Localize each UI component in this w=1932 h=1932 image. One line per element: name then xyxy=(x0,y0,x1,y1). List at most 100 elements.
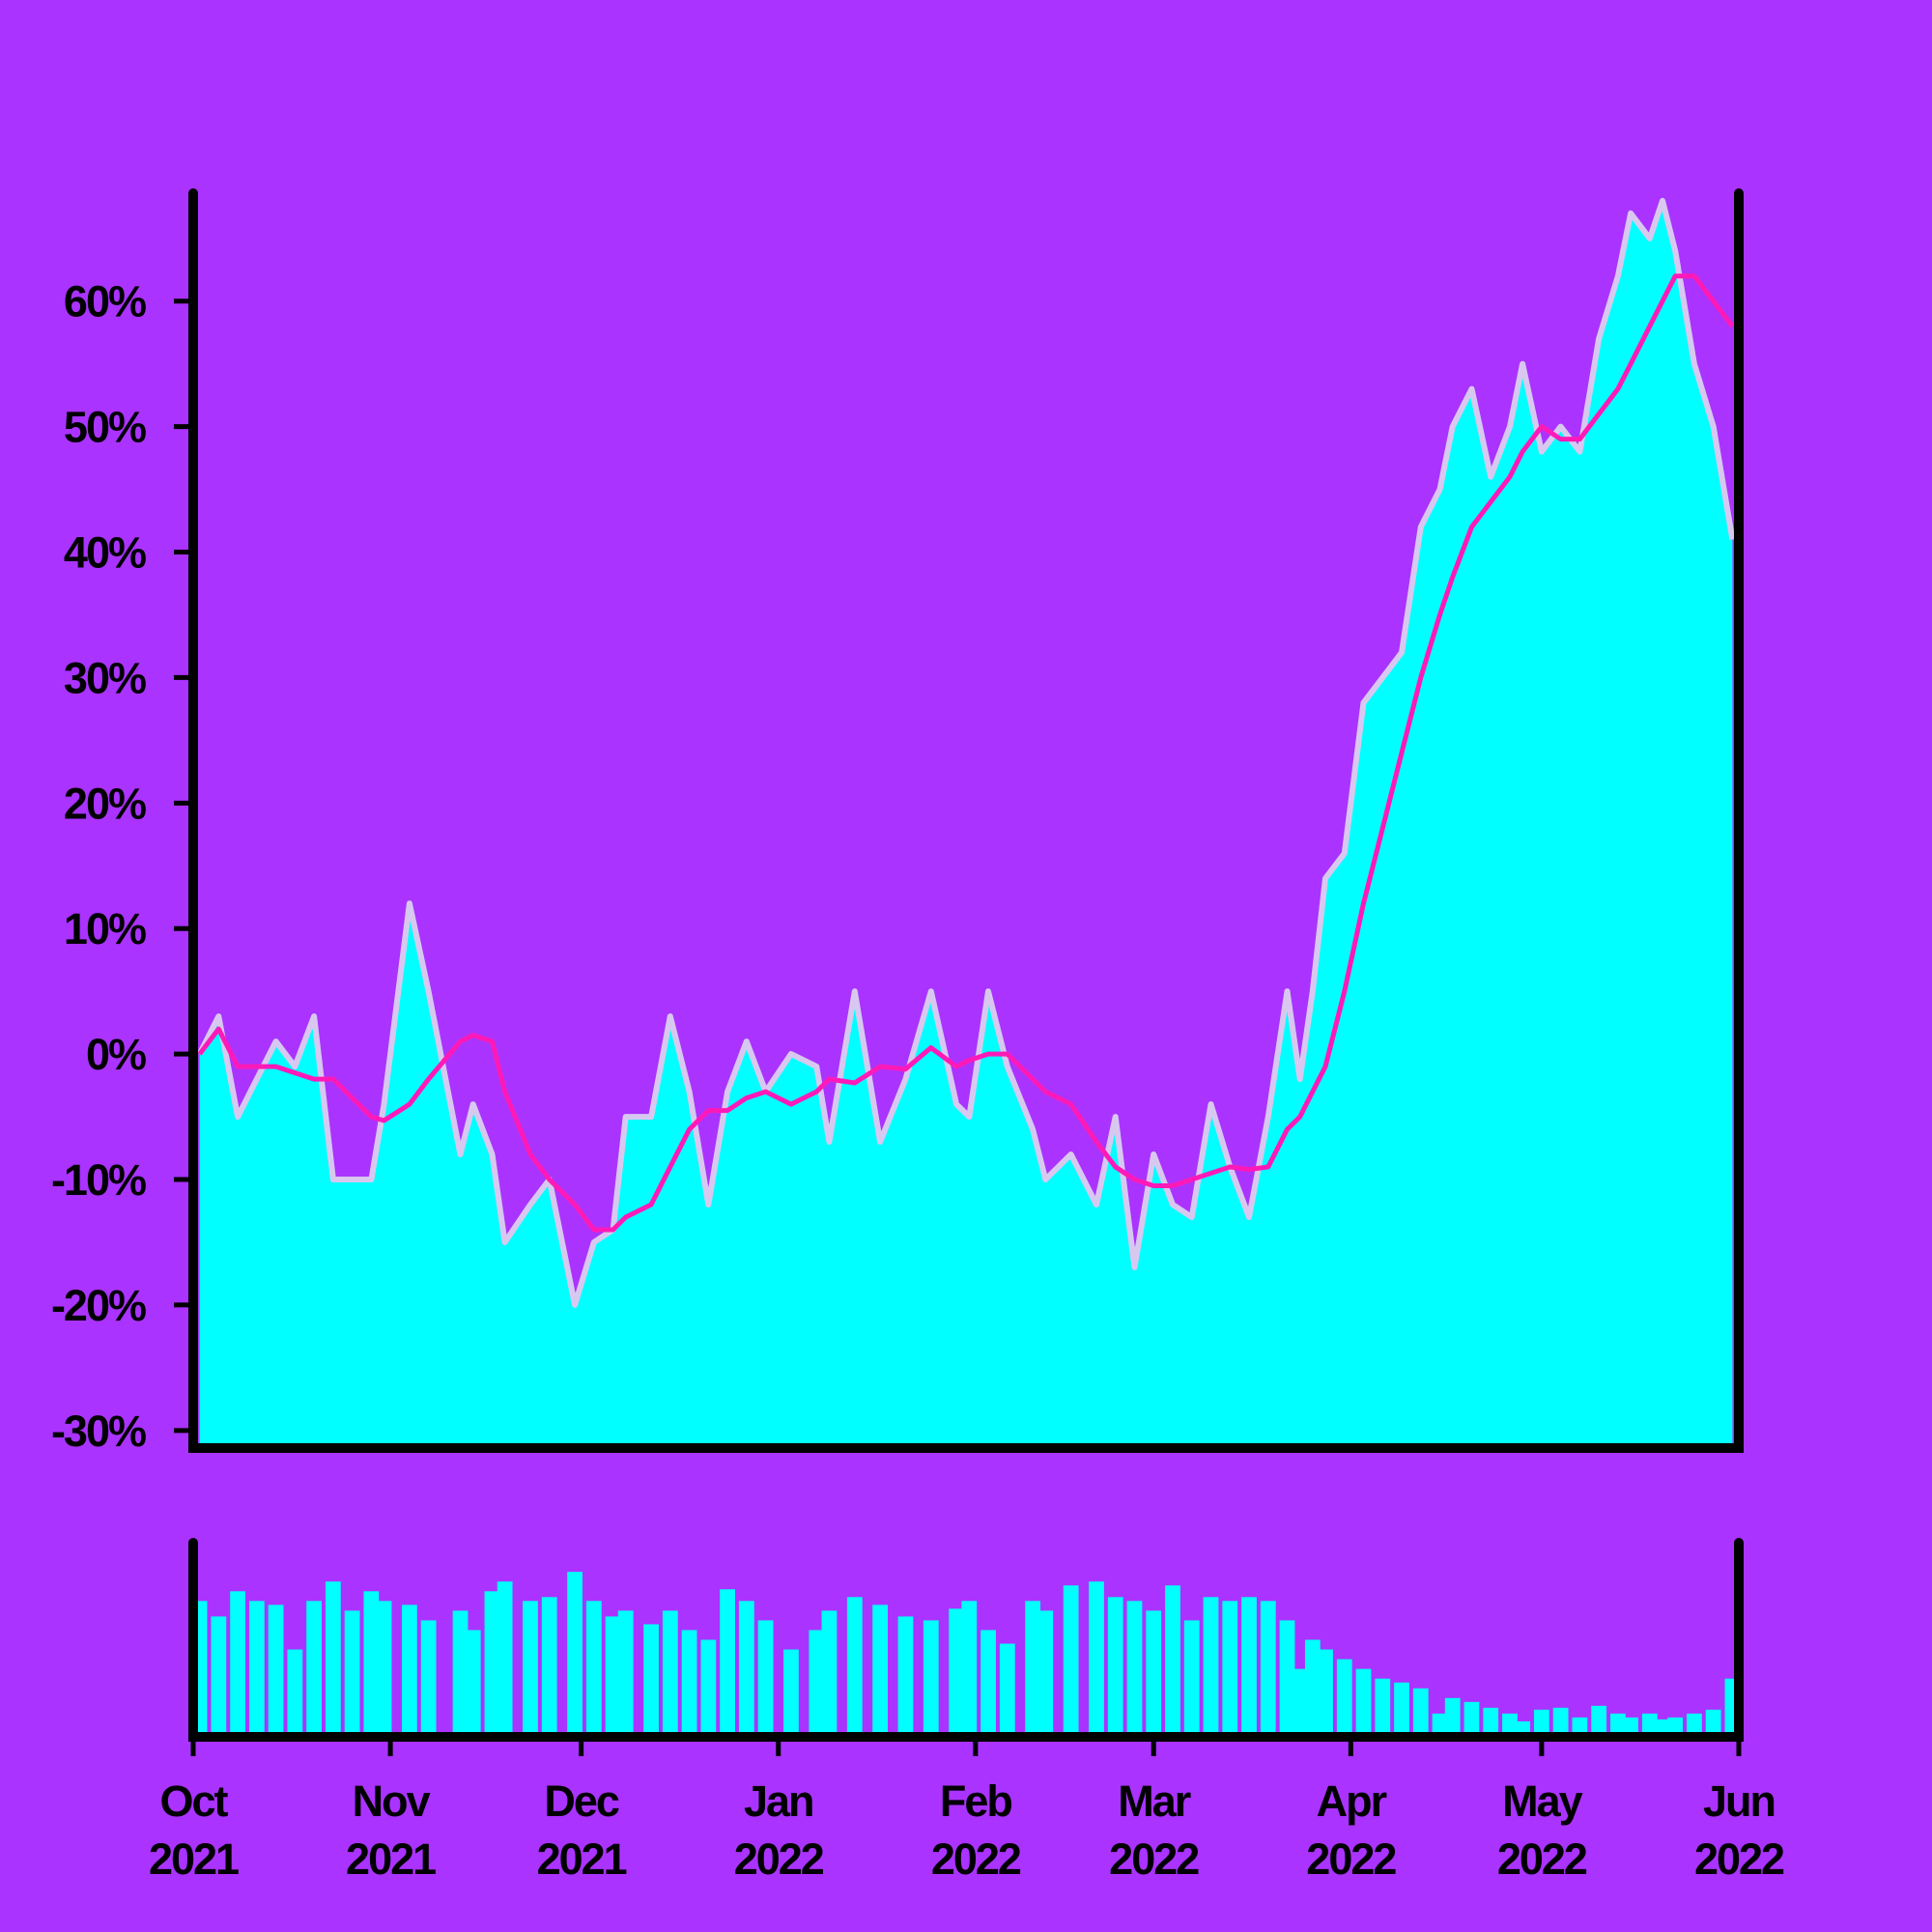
bar xyxy=(325,1581,341,1737)
bar xyxy=(1687,1713,1702,1737)
bar xyxy=(1304,1639,1321,1737)
bar xyxy=(567,1572,582,1737)
bar xyxy=(1432,1713,1448,1737)
bar xyxy=(821,1610,838,1737)
x-tick-label: Mar 2022 xyxy=(1109,1776,1199,1884)
x-tick-label-line: 2022 xyxy=(1306,1834,1396,1884)
bar xyxy=(1183,1620,1200,1737)
y-tick-label: -20% xyxy=(51,1281,146,1330)
bar xyxy=(1107,1597,1123,1737)
bar xyxy=(1705,1709,1721,1737)
x-tick-label-line: 2022 xyxy=(931,1834,1021,1884)
bar xyxy=(1089,1581,1104,1737)
bar xyxy=(1222,1601,1238,1737)
bar xyxy=(1412,1688,1429,1737)
x-tick-label: Feb 2022 xyxy=(931,1776,1021,1884)
y-tick-label: 30% xyxy=(64,653,146,702)
bar xyxy=(344,1610,360,1737)
bar xyxy=(1533,1709,1549,1737)
bar xyxy=(617,1610,634,1737)
x-tick-label: Jan 2022 xyxy=(734,1776,824,1884)
bar xyxy=(363,1591,380,1737)
area xyxy=(199,200,1733,1448)
bar xyxy=(484,1591,500,1737)
bar xyxy=(949,1608,965,1737)
bar xyxy=(738,1601,754,1737)
bar xyxy=(605,1616,621,1737)
x-tick-label: Nov 2021 xyxy=(346,1776,436,1884)
bar xyxy=(287,1649,303,1737)
bar xyxy=(999,1643,1015,1737)
bar xyxy=(1667,1717,1684,1737)
area-edge xyxy=(196,197,1736,1308)
bar xyxy=(1609,1713,1626,1737)
bar xyxy=(897,1616,914,1737)
bar xyxy=(757,1620,774,1737)
bar xyxy=(643,1624,659,1737)
bar xyxy=(961,1601,978,1737)
bar xyxy=(846,1597,863,1737)
x-tick-label: Dec 2021 xyxy=(537,1776,627,1884)
bar xyxy=(720,1589,735,1737)
bar xyxy=(248,1601,265,1737)
bar xyxy=(1165,1585,1180,1737)
bar xyxy=(420,1620,437,1737)
bar xyxy=(1623,1717,1638,1737)
bar xyxy=(1292,1668,1308,1737)
x-tick-label-line: Apr xyxy=(1317,1776,1387,1826)
bar xyxy=(1463,1701,1480,1737)
axis-frame xyxy=(188,1538,1744,1742)
bar xyxy=(872,1605,889,1737)
x-tick-label-line: Mar xyxy=(1118,1776,1191,1826)
bar xyxy=(1355,1668,1372,1737)
x-tick-label-line: Jun xyxy=(1703,1776,1775,1826)
bar xyxy=(1591,1705,1607,1737)
bar xyxy=(700,1639,717,1737)
bar xyxy=(1572,1717,1588,1737)
bar xyxy=(809,1630,825,1737)
x-tick-label-line: 2021 xyxy=(346,1834,436,1884)
bar xyxy=(1037,1610,1054,1737)
bar xyxy=(662,1610,678,1737)
bar xyxy=(1279,1620,1295,1737)
line xyxy=(197,273,1735,1233)
x-tick-label-line: Oct xyxy=(159,1776,228,1826)
bar xyxy=(465,1630,481,1737)
bar xyxy=(497,1581,513,1737)
bar xyxy=(681,1630,697,1737)
x-tick-label-line: Jan xyxy=(744,1776,813,1826)
x-tick-label: Jun 2022 xyxy=(1694,1776,1784,1884)
bar xyxy=(585,1601,602,1737)
y-tick-label: -30% xyxy=(51,1406,146,1456)
bar xyxy=(1241,1597,1257,1737)
axis-frame xyxy=(188,188,1744,1453)
x-tick-label-line: 2022 xyxy=(1109,1834,1199,1884)
bar xyxy=(1444,1697,1461,1737)
bar xyxy=(230,1591,245,1737)
bar xyxy=(211,1616,227,1737)
x-tick-label-line: 2021 xyxy=(149,1834,239,1884)
x-tick-label-line: Feb xyxy=(940,1776,1012,1826)
y-tick-label: 20% xyxy=(64,779,146,828)
y-tick-label: 0% xyxy=(86,1030,146,1079)
y-tick-label: -10% xyxy=(51,1155,146,1205)
bar xyxy=(1552,1707,1569,1737)
x-tick-label-line: Dec xyxy=(544,1776,619,1826)
x-tick-label-line: 2021 xyxy=(537,1834,627,1884)
x-tick-label: Oct 2021 xyxy=(149,1776,239,1884)
bar xyxy=(541,1597,557,1737)
bar xyxy=(1502,1713,1518,1737)
bar xyxy=(1146,1610,1162,1737)
bar xyxy=(1063,1585,1079,1737)
bar xyxy=(783,1649,799,1737)
y-tick-label: 60% xyxy=(64,277,146,327)
bar xyxy=(1126,1601,1143,1737)
bar xyxy=(376,1601,392,1737)
bar xyxy=(1336,1659,1352,1737)
bar xyxy=(306,1601,323,1737)
y-tick-label: 10% xyxy=(64,904,146,953)
bar xyxy=(1025,1601,1041,1737)
bar xyxy=(452,1610,469,1737)
bar xyxy=(1318,1649,1333,1737)
bar xyxy=(1641,1713,1658,1737)
